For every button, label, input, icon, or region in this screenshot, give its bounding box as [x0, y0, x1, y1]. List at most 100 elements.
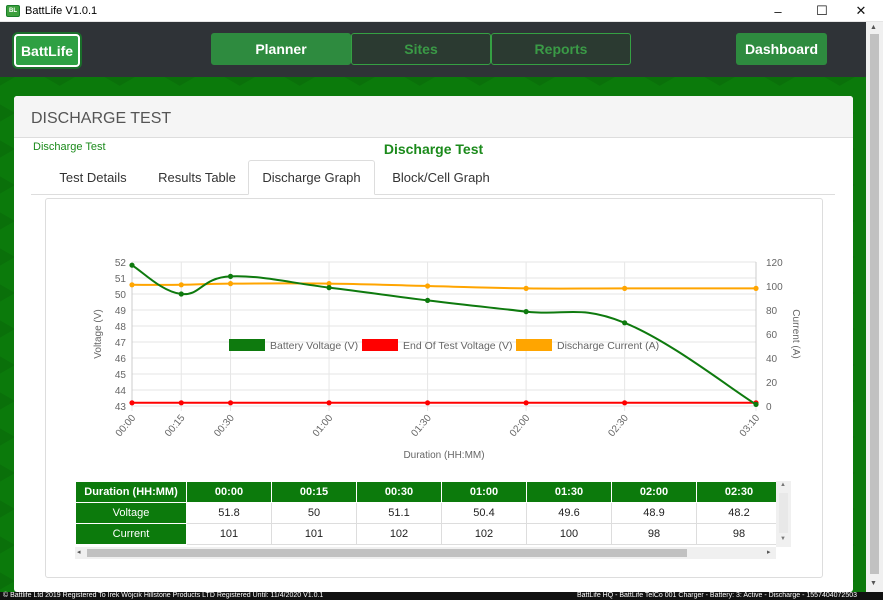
y2-tick-label: 100: [766, 282, 783, 293]
legend-swatch: [516, 339, 552, 351]
y-tick-label: 49: [115, 306, 127, 317]
graph-title: Discharge Test: [383, 141, 484, 157]
breadcrumb[interactable]: Discharge Test: [33, 141, 106, 153]
minimize-button[interactable]: –: [774, 3, 782, 19]
panel-title: DISCHARGE TEST: [31, 110, 172, 127]
table-cell: 102: [441, 523, 527, 545]
y-axis-ticks: 52 51 50 49 48 47 46 45 44 43: [115, 258, 127, 413]
y-axis-label: Voltage (V): [93, 309, 104, 358]
legend-swatch: [362, 339, 398, 351]
table-cell: 101: [271, 523, 357, 545]
x-tick-label: 03:10: [738, 413, 763, 440]
legend-label: Battery Voltage (V): [270, 340, 358, 352]
legend-label: Discharge Current (A): [557, 340, 659, 352]
data-point: [753, 401, 759, 407]
data-point: [424, 297, 431, 303]
tab-block-cell-graph[interactable]: Block/Cell Graph: [392, 170, 490, 185]
x-tick-label: 02:30: [606, 413, 631, 440]
scrollbar-thumb[interactable]: [870, 34, 879, 574]
scroll-down-icon[interactable]: ▼: [870, 580, 877, 587]
page-scrollbar[interactable]: ▲ ▼: [866, 22, 883, 592]
table-vscroll-thumb[interactable]: [779, 493, 788, 533]
data-point: [622, 400, 628, 406]
table-scroll-up-icon[interactable]: ▲: [780, 482, 786, 488]
data-point: [129, 262, 135, 268]
table-column-header: 02:30: [696, 481, 782, 503]
y-tick-label: 45: [115, 370, 127, 381]
data-point: [326, 285, 332, 291]
data-point: [227, 273, 234, 279]
table-scroll-left-icon[interactable]: ◂: [77, 549, 81, 556]
table-row-label: Voltage: [75, 502, 187, 524]
table-cell: 49.6: [526, 502, 612, 524]
table-row-label: Current: [75, 523, 187, 545]
scroll-up-icon[interactable]: ▲: [870, 24, 877, 31]
table-cell: 51.1: [356, 502, 442, 524]
battlife-logo[interactable]: BattLife: [14, 34, 80, 67]
footer-registration: © Battlife Ltd 2019 Registered To Irek W…: [3, 592, 324, 599]
table-vertical-scrollbar[interactable]: ▲ ▼: [776, 481, 791, 547]
y2-tick-label: 40: [766, 354, 778, 365]
y-tick-label: 44: [115, 386, 127, 397]
panel-header: DISCHARGE TEST: [14, 96, 853, 138]
data-point: [178, 291, 184, 297]
tab-results-table[interactable]: Results Table: [158, 170, 236, 185]
data-point: [326, 281, 332, 287]
table-cell: 51.8: [186, 502, 272, 524]
data-point: [523, 285, 529, 291]
data-point: [523, 400, 529, 406]
top-navbar: BattLife Planner Sites Reports Dashboard: [0, 22, 866, 77]
status-footer: © Battlife Ltd 2019 Registered To Irek W…: [0, 592, 883, 600]
table-cell: 98: [696, 523, 782, 545]
graph-card: [45, 198, 823, 578]
y2-tick-label: 120: [766, 258, 783, 269]
data-point: [129, 282, 135, 288]
tab-test-details[interactable]: Test Details: [59, 170, 127, 185]
tab-discharge-graph[interactable]: Discharge Graph: [248, 160, 375, 195]
footer-status: BattLife HQ - BattLife TelCo 001 Charger…: [576, 592, 857, 599]
tab-bar: Test Details Results Table Discharge Gra…: [31, 160, 835, 195]
y-tick-label: 51: [115, 274, 127, 285]
y-tick-label: 50: [115, 290, 127, 301]
y2-axis-ticks: 120 100 80 60 40 20 0: [766, 258, 783, 413]
table-header-row: Duration (HH:MM) 00:00 00:15 00:30 01:00 01:…: [75, 481, 782, 503]
table-scroll-down-icon[interactable]: ▼: [780, 536, 786, 542]
table-cell: 101: [186, 523, 272, 545]
table-column-header: 00:00: [186, 481, 272, 503]
data-point: [227, 400, 234, 406]
data-point: [622, 320, 628, 326]
table-horizontal-scrollbar[interactable]: ◂ ▸: [75, 547, 776, 559]
table-scroll-right-icon[interactable]: ▸: [767, 549, 771, 556]
maximize-button[interactable]: ☐: [816, 3, 828, 18]
table-cell: 100: [526, 523, 612, 545]
discharge-test-panel: DISCHARGE TEST Discharge Test Discharge …: [14, 96, 853, 592]
nav-planner-button[interactable]: Planner: [211, 33, 351, 65]
series-line: [131, 282, 756, 290]
legend-label: End Of Test Voltage (V): [403, 340, 513, 352]
chart-series: [129, 262, 759, 407]
data-point: [178, 400, 184, 406]
y-tick-label: 48: [115, 322, 127, 333]
table-row: Voltage 51.8 50 51.1 50.4 49.6 48.9 48.2: [75, 502, 782, 524]
table-cell: 102: [356, 523, 442, 545]
data-point: [424, 400, 431, 406]
table-column-header: 00:30: [356, 481, 442, 503]
nav-sites-button[interactable]: Sites: [351, 33, 491, 65]
dashboard-button[interactable]: Dashboard: [736, 33, 827, 65]
app-icon: BL: [6, 4, 20, 17]
data-point: [622, 285, 628, 291]
y-tick-label: 43: [115, 402, 127, 413]
x-tick-label: 01:30: [409, 413, 434, 440]
table-cell: 98: [611, 523, 697, 545]
x-tick-label: 01:00: [311, 413, 336, 440]
x-axis-label: Duration (HH:MM): [403, 450, 484, 461]
nav-reports-button[interactable]: Reports: [491, 33, 631, 65]
table-cell: 50: [271, 502, 357, 524]
close-button[interactable]: ✕: [855, 3, 867, 18]
results-table-wrapper: Duration (HH:MM) 00:00 00:15 00:30 01:00 01:…: [75, 481, 805, 561]
table-header-label: Duration (HH:MM): [75, 481, 187, 503]
table-column-header: 00:15: [271, 481, 357, 503]
x-tick-label: 00:00: [114, 413, 139, 440]
table-hscroll-thumb[interactable]: [87, 549, 687, 557]
table-cell: 48.2: [696, 502, 782, 524]
